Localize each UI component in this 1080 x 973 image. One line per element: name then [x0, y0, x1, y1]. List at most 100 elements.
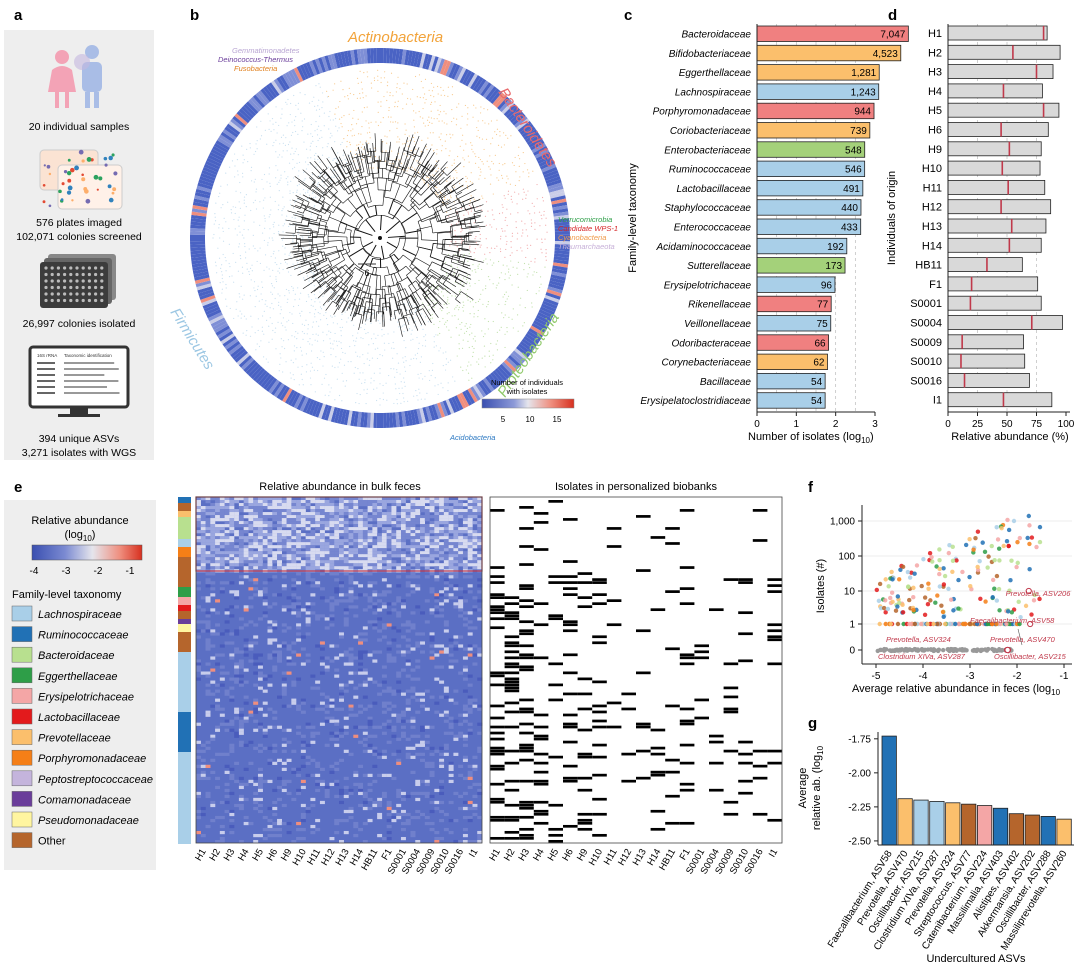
sector-tip [298, 199, 299, 200]
e-heat-cell [272, 515, 277, 518]
sector-tip [313, 306, 314, 307]
plate-colony [86, 199, 91, 204]
sector-tip [309, 226, 310, 227]
sector-tip [440, 308, 441, 309]
c-category-label: Acidaminococcaceae [656, 242, 752, 253]
e-heat-cell [377, 536, 382, 539]
sector-tip [501, 147, 502, 148]
e-heat-cell [220, 512, 225, 515]
sector-tip [469, 205, 470, 206]
sector-tip [491, 248, 492, 249]
e-heat-cell [449, 500, 454, 503]
e-heat-cell [339, 530, 344, 533]
plate-colony [43, 184, 46, 187]
d-category-label: S0004 [910, 318, 942, 330]
e-legend-title-2: (log10) [65, 529, 96, 543]
e-heat-cell [306, 506, 311, 509]
sector-tip [301, 374, 302, 375]
panel-label-f: f [808, 479, 814, 496]
e-heat-cell [225, 542, 230, 545]
sector-tip [291, 360, 292, 361]
sector-tip [340, 342, 341, 343]
e-heat-cell [234, 518, 239, 521]
tree-branch [430, 257, 443, 262]
sector-tip [306, 301, 307, 302]
sector-tip [284, 206, 285, 207]
e-colorbar-tick-4: -1 [126, 566, 135, 577]
sector-tip [427, 120, 428, 121]
sector-tip [251, 167, 252, 168]
d-category-label: S0016 [910, 375, 942, 387]
c-bar-value: 66 [814, 338, 826, 349]
sector-tip [331, 177, 332, 178]
sector-tip [353, 172, 354, 173]
tree-branch [360, 292, 362, 299]
sector-tip [281, 338, 282, 339]
sector-tip [242, 176, 243, 177]
e-heat-cell [268, 500, 273, 503]
e-heat-cell [329, 542, 334, 545]
sector-tip [239, 296, 240, 297]
sector-tip [319, 162, 320, 163]
e-heat-cell [430, 503, 435, 506]
sector-tip [312, 141, 313, 142]
e-heat-cell [463, 563, 468, 566]
e-heat-cell [310, 524, 315, 527]
sector-tip [303, 180, 304, 181]
sector-tip [392, 122, 393, 123]
grid-colony [94, 266, 97, 269]
sector-tip [312, 261, 313, 262]
e-heat-cell [472, 521, 477, 524]
sector-tip [466, 331, 467, 332]
ring-segment [380, 48, 383, 63]
e-family-label: Erysipelotrichaceae [38, 691, 134, 703]
e-heat-cell [339, 500, 344, 503]
sector-tip [243, 237, 244, 238]
e-heat-cell [287, 560, 292, 563]
tree-branch [417, 247, 432, 251]
sector-tip [411, 150, 412, 151]
sector-tip [440, 87, 441, 88]
e-heat-cell [387, 557, 392, 560]
e-heat-cell [391, 530, 396, 533]
sector-tip [425, 316, 426, 317]
sector-tip [311, 363, 312, 364]
sector-tip [250, 336, 251, 337]
sector-tip [285, 137, 286, 138]
e-heat-cell [401, 542, 406, 545]
e-heat-cell [358, 554, 363, 557]
e-heat-cell [310, 530, 315, 533]
e-heat-cell [472, 512, 477, 515]
e-heat-cell [334, 512, 339, 515]
sector-tip [313, 321, 314, 322]
sector-tip [233, 206, 234, 207]
e-heat-cell [263, 506, 268, 509]
e-heat-cell [387, 566, 392, 569]
sector-tip [258, 286, 259, 287]
tree-branch [394, 168, 397, 180]
sector-tip [314, 205, 315, 206]
tree-branch [341, 183, 349, 195]
tree-branch [416, 278, 421, 283]
sector-tip [306, 364, 307, 365]
sector-tip [468, 156, 469, 157]
sector-tip [315, 309, 316, 310]
tree-branch [439, 216, 457, 221]
sector-tip [287, 184, 288, 185]
sector-tip [339, 362, 340, 363]
sector-tip [373, 389, 374, 390]
tree-branch [416, 258, 430, 266]
e-heat-cell [310, 551, 315, 554]
sector-tip [441, 150, 442, 151]
monitor-icon: 16S rRNA Taxonomic identification [30, 347, 128, 417]
sector-tip [432, 300, 433, 301]
sector-tip [530, 261, 531, 262]
sector-tip [315, 298, 316, 299]
sector-tip [347, 307, 348, 308]
e-heat-cell [453, 518, 458, 521]
sector-tip [544, 239, 545, 240]
sector-tip [288, 339, 289, 340]
e-heat-cell [396, 518, 401, 521]
e-heat-cell [215, 509, 220, 512]
e-heat-cell [239, 548, 244, 551]
